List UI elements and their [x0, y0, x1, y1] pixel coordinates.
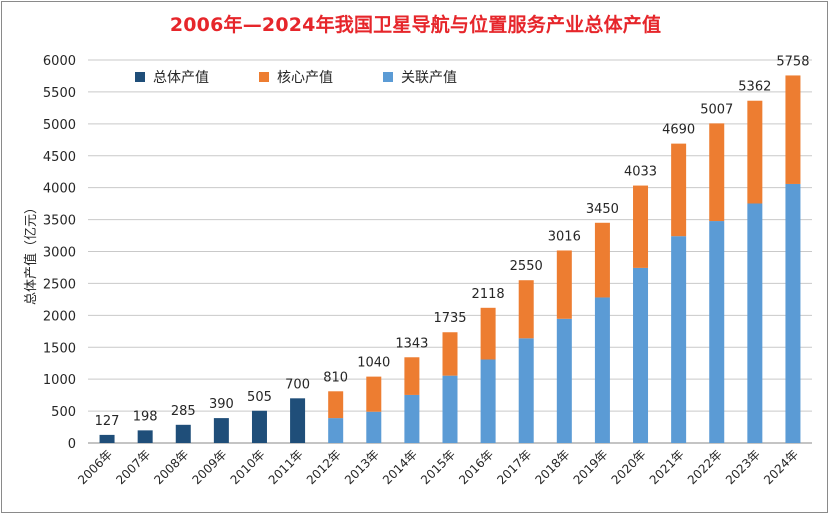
y-tick-label: 3500 — [43, 214, 76, 229]
bar-总体产值 — [137, 430, 153, 443]
data-label-total: 127 — [95, 414, 120, 429]
x-axis-ticks: 2006年2007年2008年2009年2010年2011年2012年2013年… — [75, 447, 801, 487]
x-tick-label: 2008年 — [151, 447, 191, 487]
bar-关联产值 — [404, 394, 420, 443]
data-label-total: 2550 — [510, 259, 543, 274]
bar-核心产值 — [480, 307, 496, 360]
bar-核心产值 — [633, 185, 649, 268]
data-label-total: 3450 — [586, 202, 619, 217]
y-tick-label: 5500 — [43, 86, 76, 101]
bar-总体产值 — [290, 398, 306, 443]
bar-核心产值 — [366, 376, 382, 412]
bar-核心产值 — [404, 357, 420, 395]
bars — [99, 75, 801, 443]
x-tick-label: 2014年 — [380, 447, 420, 487]
y-tick-label: 0 — [68, 437, 76, 452]
y-tick-label: 500 — [51, 405, 76, 420]
x-tick-label: 2019年 — [571, 447, 611, 487]
bar-关联产值 — [671, 236, 687, 443]
y-tick-label: 5000 — [43, 118, 76, 133]
y-tick-label: 6000 — [43, 54, 76, 69]
bar-总体产值 — [213, 418, 229, 443]
data-label-total: 505 — [247, 390, 272, 405]
y-axis-ticks: 0 500 1000 1500 2000 2500 3000 3500 4000 4500 5000… — [43, 54, 76, 452]
bar-关联产值 — [328, 418, 344, 443]
bar-核心产值 — [747, 100, 763, 204]
x-tick-label: 2021年 — [647, 447, 687, 487]
x-tick-label: 2010年 — [228, 447, 268, 487]
bar-关联产值 — [633, 267, 649, 443]
data-labels: 127 198 285 390 505 700 810 1040 1343 1735 2118 255… — [95, 54, 810, 428]
bar-关联产值 — [556, 318, 572, 443]
x-tick-label: 2017年 — [494, 447, 534, 487]
x-tick-label: 2007年 — [113, 447, 153, 487]
x-tick-label: 2015年 — [418, 447, 458, 487]
data-label-total: 390 — [209, 397, 234, 412]
x-tick-label: 2009年 — [190, 447, 230, 487]
bar-核心产值 — [594, 222, 610, 298]
bar-核心产值 — [328, 391, 344, 419]
bar-核心产值 — [556, 250, 572, 319]
legend-label: 关联产值 — [401, 70, 457, 86]
bar-核心产值 — [671, 143, 687, 237]
x-tick-label: 2022年 — [685, 447, 725, 487]
data-label-total: 3016 — [548, 229, 581, 244]
data-label-total: 5362 — [738, 80, 771, 95]
legend-swatch — [383, 72, 393, 82]
y-tick-label: 2500 — [43, 277, 76, 292]
y-tick-label: 1000 — [43, 373, 76, 388]
y-tick-label: 3000 — [43, 246, 76, 261]
data-label-total: 810 — [323, 370, 348, 385]
x-tick-label: 2011年 — [266, 447, 306, 487]
gridlines — [88, 59, 812, 444]
data-label-total: 2118 — [472, 287, 505, 302]
y-tick-label: 2000 — [43, 309, 76, 324]
x-tick-label: 2018年 — [532, 447, 572, 487]
bar-关联产值 — [518, 338, 534, 443]
legend-label: 核心产值 — [277, 70, 333, 86]
x-tick-label: 2024年 — [761, 447, 801, 487]
legend-swatch — [259, 72, 269, 82]
data-label-total: 198 — [133, 409, 158, 424]
data-label-total: 1735 — [433, 311, 466, 326]
data-label-total: 4690 — [662, 123, 695, 138]
bar-关联产值 — [480, 359, 496, 443]
data-label-total: 4033 — [624, 165, 657, 180]
data-label-total: 1343 — [395, 336, 428, 351]
x-tick-label: 2023年 — [723, 447, 763, 487]
data-label-total: 1040 — [357, 356, 390, 371]
x-tick-label: 2020年 — [609, 447, 649, 487]
data-label-total: 700 — [285, 377, 310, 392]
y-tick-label: 4000 — [43, 182, 76, 197]
data-label-total: 5007 — [700, 102, 733, 117]
data-label-total: 5758 — [776, 54, 809, 69]
bar-总体产值 — [251, 410, 267, 443]
x-tick-label: 2006年 — [75, 447, 115, 487]
bar-关联产值 — [442, 375, 458, 443]
bar-关联产值 — [785, 183, 801, 443]
x-tick-label: 2012年 — [304, 447, 344, 487]
x-tick-label: 2016年 — [456, 447, 496, 487]
legend-swatch — [135, 72, 145, 82]
data-label-total: 285 — [171, 404, 196, 419]
legend-label: 总体产值 — [153, 70, 209, 86]
bar-关联产值 — [747, 203, 763, 443]
bar-核心产值 — [709, 123, 725, 222]
bar-总体产值 — [175, 424, 191, 443]
y-tick-label: 4500 — [43, 150, 76, 165]
y-axis-label: 总体产值（亿元） — [23, 201, 39, 305]
bar-关联产值 — [366, 411, 382, 443]
bar-关联产值 — [594, 297, 610, 443]
bar-关联产值 — [709, 221, 725, 443]
bar-核心产值 — [785, 75, 801, 184]
x-tick-label: 2013年 — [342, 447, 382, 487]
y-tick-label: 1500 — [43, 341, 76, 356]
legend: 总体产值 核心产值 关联产值 — [135, 70, 457, 86]
chart-title: 2006年—2024年我国卫星导航与位置服务产业总体产值 — [169, 14, 662, 36]
bar-核心产值 — [442, 332, 458, 376]
bar-总体产值 — [99, 434, 115, 443]
bar-核心产值 — [518, 280, 534, 339]
